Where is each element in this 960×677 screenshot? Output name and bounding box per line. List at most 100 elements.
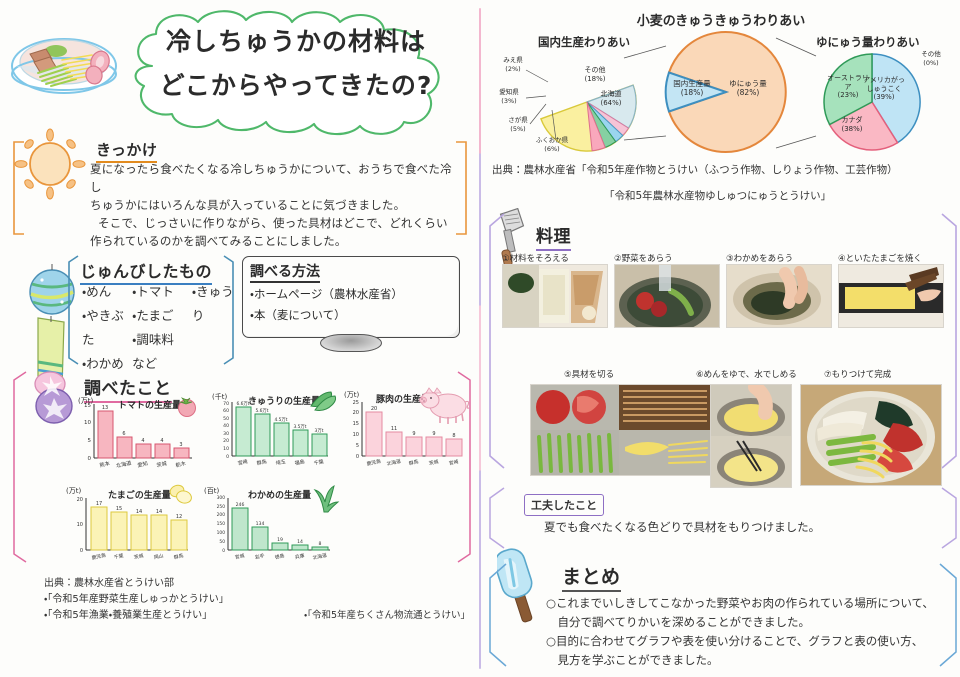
svg-text:4: 4	[160, 438, 163, 444]
houhou-list: ・ホームページ（農林水産省） ・本（麦について）	[250, 284, 403, 326]
matome-bracket	[486, 556, 960, 672]
list-item: ・やきぶた	[82, 308, 124, 347]
egg-icon	[166, 482, 196, 506]
tomato-icon	[174, 394, 200, 418]
section-title-houhou: 調べる方法	[250, 261, 320, 283]
svg-text:70: 70	[223, 401, 229, 407]
pie-left-slice-aichi-label: 愛知県 (3%)	[499, 88, 519, 105]
pie-left-slice-mie-label: みえ県 (2%)	[503, 56, 523, 73]
svg-text:15: 15	[116, 506, 122, 512]
svg-text:3万t: 3万t	[315, 428, 324, 434]
svg-text:200: 200	[217, 512, 226, 518]
svg-text:岩手: 岩手	[254, 552, 265, 561]
svg-text:50: 50	[219, 539, 225, 545]
svg-text:埼玉: 埼玉	[275, 458, 286, 467]
chart-cucumber-title: きゅうりの生産量	[248, 397, 321, 407]
svg-text:9: 9	[432, 431, 435, 437]
right-source-line-1: 出典：農林水産省「令和5年産作物とうけい（ふつう作物、しりょう作物、工芸作物）	[492, 164, 898, 176]
svg-text:0: 0	[88, 456, 92, 462]
svg-text:6: 6	[122, 431, 125, 437]
section-title-ryouri: 料理	[536, 222, 571, 251]
svg-text:10: 10	[353, 432, 359, 438]
svg-text:5: 5	[88, 438, 92, 444]
svg-text:宮崎: 宮崎	[237, 458, 248, 467]
chart-tomato-title: トマトの生産量	[118, 401, 182, 411]
svg-text:群馬: 群馬	[256, 458, 267, 467]
chart-pork-unit: (万t)	[344, 391, 360, 399]
right-source-line-2: 「令和5年農林水産物ゆしゅつにゅうとうけい」	[604, 190, 832, 202]
pie-left-slice-other-label: その他 (18%)	[584, 66, 606, 83]
pie-left-slice-saga-label: さが県 (5%)	[508, 116, 528, 133]
kikkake-paragraph: 夏になったら食べたくなる冷しちゅうかについて、おうちで食べた冷し ちゅうかにはい…	[90, 160, 460, 250]
svg-text:0: 0	[226, 454, 229, 460]
svg-text:8: 8	[452, 433, 455, 439]
section-title-kikkake: きっかけ	[96, 139, 158, 163]
list-item: ・調味料など	[132, 332, 174, 371]
chart-cucumber: (千t) きゅうりの生産量 0 10 20 30 40 50 60 70 6.6万t 5.6…	[212, 391, 336, 472]
cucumber-icon	[308, 388, 336, 412]
svg-text:9: 9	[412, 431, 415, 437]
source-line-1: 出典：農林水産省とうけい部	[44, 578, 174, 589]
svg-text:10: 10	[84, 420, 91, 426]
svg-text:3: 3	[179, 442, 182, 448]
pie-right-usa-label: アメリカがっしゅうこく (39%)	[863, 76, 905, 101]
list-item: ・本（麦について）	[250, 308, 346, 322]
step-4: ④といたたまごを焼く	[838, 252, 946, 330]
step-5: ⑤具材を切る	[530, 368, 712, 478]
matome-point-1a: ○これまでいしきしてこなかった野菜やお肉の作られている場所について、	[546, 596, 934, 610]
pig-icon	[418, 384, 470, 426]
svg-text:熊本: 熊本	[99, 459, 112, 469]
svg-text:兵庫: 兵庫	[294, 552, 305, 561]
step-2-caption: ②野菜をあらう	[614, 254, 673, 264]
chart-egg: (万t) たまごの生産量 0 10 20 17 15 14 14 12 鹿児島 千葉	[66, 484, 194, 566]
step-4-caption: ④といたたまごを焼く	[838, 254, 922, 264]
pie-left-title: 国内生産わりあい	[538, 35, 630, 49]
svg-text:徳島: 徳島	[274, 552, 285, 561]
svg-text:40: 40	[223, 423, 229, 429]
svg-text:福島: 福島	[294, 458, 305, 467]
list-item: ・ホームページ（農林水産省）	[250, 287, 403, 301]
svg-text:300: 300	[217, 495, 226, 501]
step-2: ②野菜をあらう	[614, 252, 720, 330]
chart-egg-title: たまごの生産量	[108, 491, 171, 501]
step-3-caption: ③わかめをあらう	[726, 254, 794, 264]
svg-text:茨城: 茨城	[156, 459, 169, 469]
svg-text:14: 14	[136, 509, 142, 515]
svg-text:14: 14	[297, 539, 303, 545]
pie-right-australia-label: オーストラリア (23%)	[827, 74, 869, 99]
pie-middle-import-label: ゆにゅう量 (82%)	[729, 79, 767, 97]
step-5-caption: ⑤具材を切る	[564, 370, 615, 380]
step-4-photo	[838, 264, 944, 328]
spatula-icon	[492, 207, 534, 270]
pie-middle	[664, 31, 787, 153]
svg-text:茨城: 茨城	[133, 552, 144, 561]
title-line-2: どこからやってきたの?	[159, 71, 433, 100]
step-2-photo	[614, 264, 720, 328]
svg-text:19: 19	[277, 537, 283, 543]
pie-right	[823, 53, 921, 151]
svg-text:栃木: 栃木	[175, 459, 188, 469]
svg-text:5: 5	[356, 443, 359, 449]
step-1: ①材料をそろえる	[502, 252, 608, 330]
step-6-caption: ⑥めんをゆで、水でしめる	[696, 370, 797, 380]
kikkake-bracket	[10, 136, 470, 240]
step-1-caption: ①材料をそろえる	[502, 254, 569, 264]
chart-egg-unit: (万t)	[66, 487, 82, 495]
chart-wakame: (百t) わかめの生産量 0 50 100 150 200 250 300 246 134…	[204, 484, 340, 566]
svg-text:3.5万t: 3.5万t	[293, 424, 306, 430]
step-5-photo	[530, 384, 712, 476]
step-3-photo	[726, 264, 832, 328]
svg-text:愛知: 愛知	[137, 459, 149, 469]
svg-text:11: 11	[391, 426, 397, 432]
svg-text:宮城: 宮城	[234, 552, 245, 561]
junbi-col-3: ・きゅうり	[192, 280, 234, 376]
pie-left-leader-lines	[525, 69, 557, 141]
svg-text:50: 50	[223, 416, 229, 422]
svg-text:茨城: 茨城	[428, 458, 439, 467]
matome-point-2a: ○目的に合わせてグラフや表を使い分けることで、グラフと表の使い方、	[546, 634, 924, 648]
svg-text:10: 10	[77, 522, 83, 528]
chart-cucumber-unit: (千t)	[212, 393, 228, 401]
kufuu-text: 夏でも食べたくなる色どりで具材をもりつけました。	[544, 520, 821, 534]
hiyashi-chuka-dish-illustration	[8, 18, 120, 108]
